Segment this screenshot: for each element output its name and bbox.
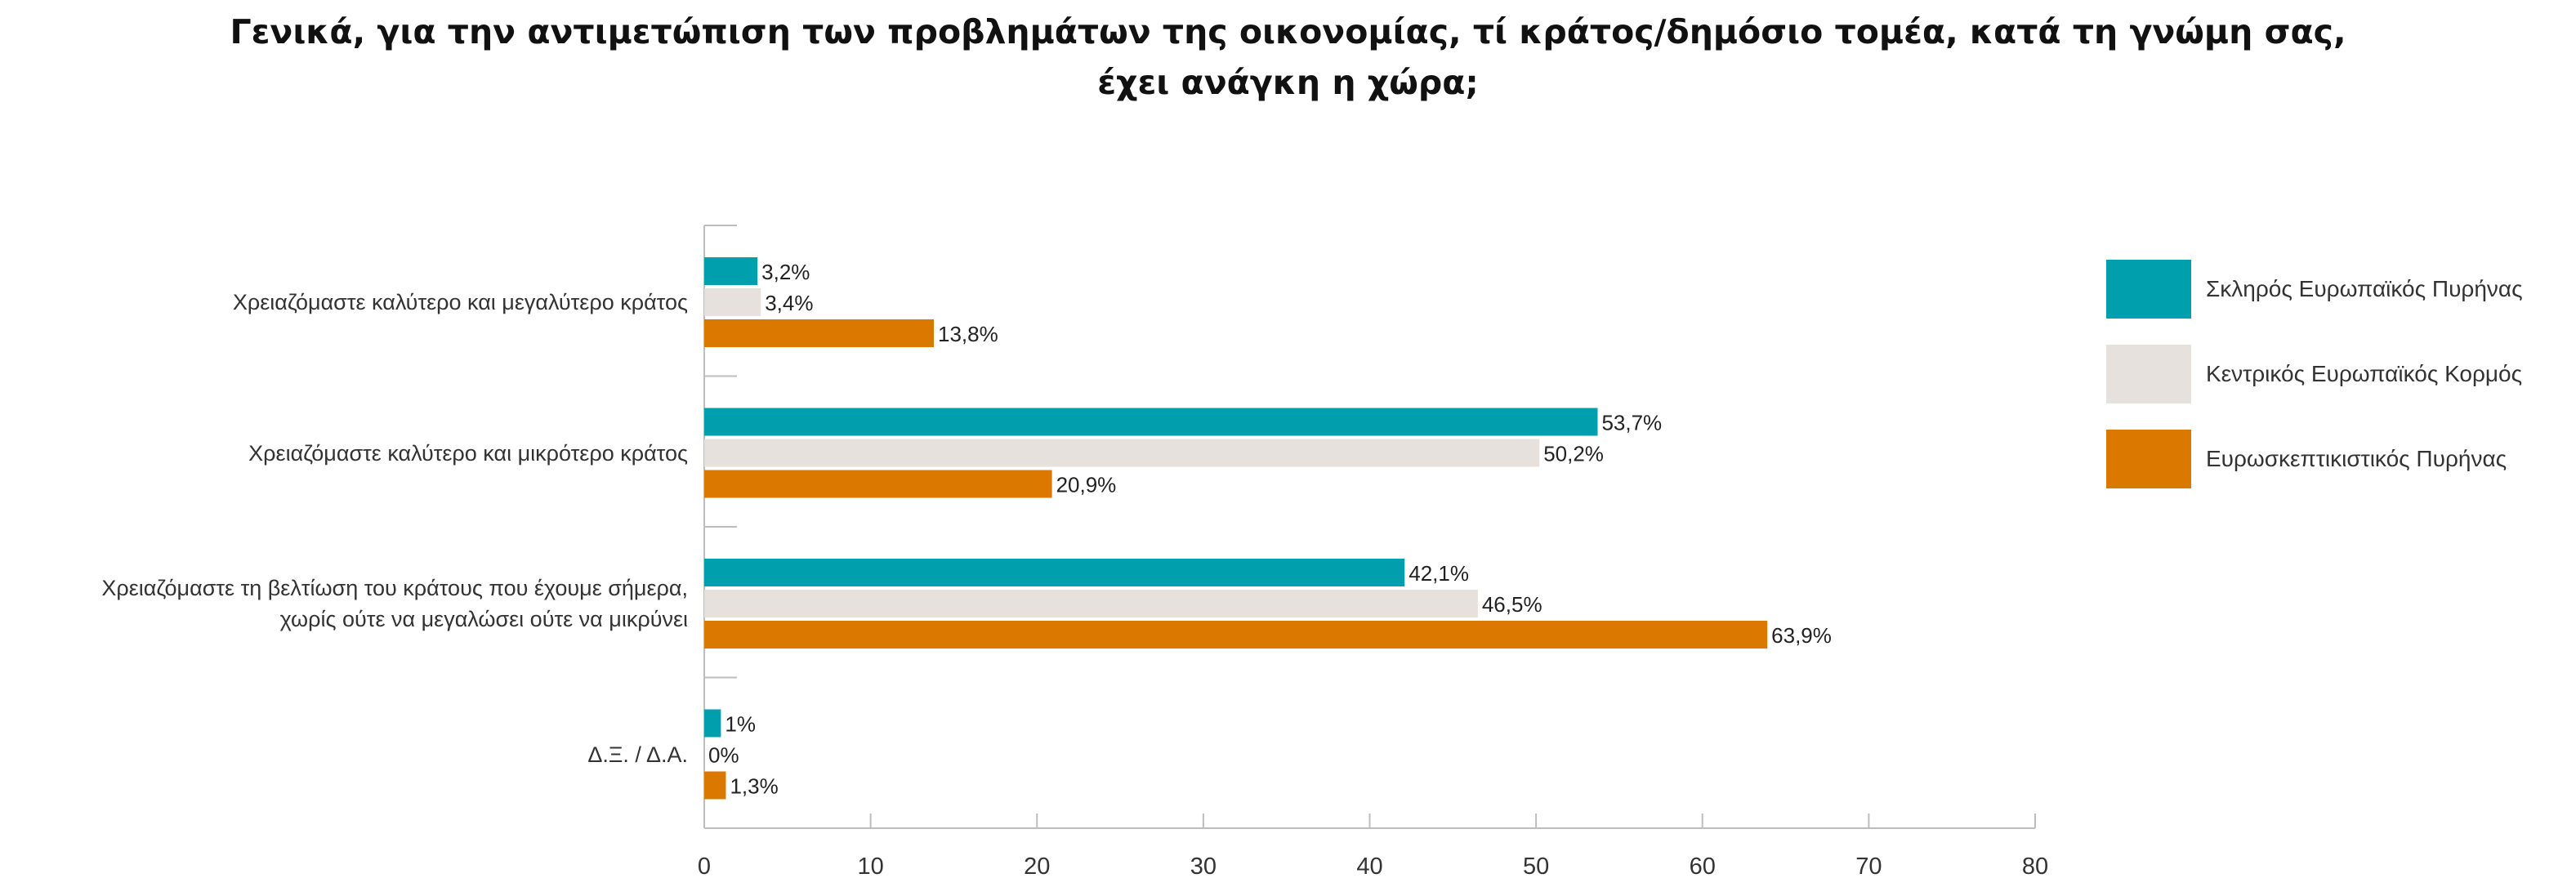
bar <box>704 257 758 285</box>
x-tick-label: 60 <box>1690 854 1716 880</box>
category-label-line: Χρειαζόμαστε τη βελτίωση του κράτους που… <box>101 576 688 600</box>
x-tick-label: 70 <box>1855 854 1882 880</box>
x-tick-label: 50 <box>1523 854 1549 880</box>
bar <box>704 408 1598 436</box>
data-label: 1,3% <box>730 774 778 799</box>
chart-title: Γενικά, για την αντιμετώπιση των προβλημ… <box>0 7 2576 108</box>
legend-label-series-3: Ευρωσκεπτικιστικός Πυρήνας <box>2206 446 2507 471</box>
category-label: Δ.Ξ. / Δ.Α. <box>587 739 688 770</box>
x-tick-label: 0 <box>698 854 711 880</box>
data-label: 3,4% <box>765 291 813 315</box>
category-label-line: Χρειαζόμαστε καλύτερο και μεγαλύτερο κρά… <box>232 290 688 314</box>
legend-swatch-series-3 <box>2106 430 2191 488</box>
bar <box>704 288 761 316</box>
chart-title-line-2: έχει ανάγκη η χώρα; <box>1097 63 1479 102</box>
category-label: Χρειαζόμαστε καλύτερο και μικρότερο κράτ… <box>248 438 688 469</box>
legend-label-series-2: Κεντρικός Ευρωπαϊκός Κορμός <box>2206 361 2523 386</box>
x-tick-label: 40 <box>1356 854 1382 880</box>
category-label: Χρειαζόμαστε καλύτερο και μεγαλύτερο κρά… <box>233 287 688 318</box>
data-label: 3,2% <box>761 260 810 284</box>
category-label: Χρειαζόμαστε τη βελτίωση του κράτους που… <box>101 573 688 635</box>
chart-title-line-1: Γενικά, για την αντιμετώπιση των προβλημ… <box>230 12 2346 51</box>
data-label: 46,5% <box>1482 592 1542 617</box>
data-label: 20,9% <box>1056 473 1117 497</box>
data-label: 53,7% <box>1601 411 1662 435</box>
legend-item-series-2: Κεντρικός Ευρωπαϊκός Κορμός <box>2106 345 2564 403</box>
bar <box>704 590 1478 617</box>
bar <box>704 319 935 347</box>
x-tick-label: 30 <box>1190 854 1217 880</box>
bar <box>704 621 1768 649</box>
legend-item-series-3: Ευρωσκεπτικιστικός Πυρήνας <box>2106 430 2564 488</box>
legend-swatch-series-1 <box>2106 260 2191 319</box>
bar <box>704 439 1540 467</box>
legend-item-series-1: Σκληρός Ευρωπαϊκός Πυρήνας <box>2106 260 2564 319</box>
x-tick-label: 80 <box>2022 854 2048 880</box>
data-label: 42,1% <box>1409 561 1469 586</box>
data-label: 63,9% <box>1771 623 1832 648</box>
category-label-line: χωρίς ούτε να μεγαλώσει ούτε να μικρύνει <box>279 607 688 631</box>
bar <box>704 709 721 738</box>
data-label: 1% <box>725 712 756 737</box>
data-label: 50,2% <box>1543 442 1604 466</box>
legend-label-series-1: Σκληρός Ευρωπαϊκός Πυρήνας <box>2206 276 2523 301</box>
category-label-line: Χρειαζόμαστε καλύτερο και μικρότερο κράτ… <box>248 440 688 466</box>
x-tick-label: 10 <box>857 854 883 880</box>
bar <box>704 470 1052 498</box>
data-label: 0% <box>708 743 739 768</box>
category-label-line: Δ.Ξ. / Δ.Α. <box>587 742 688 767</box>
x-tick-label: 20 <box>1024 854 1050 880</box>
bar <box>704 771 726 800</box>
bar <box>704 559 1405 586</box>
data-label: 13,8% <box>938 322 998 346</box>
legend-swatch-series-2 <box>2106 345 2191 403</box>
